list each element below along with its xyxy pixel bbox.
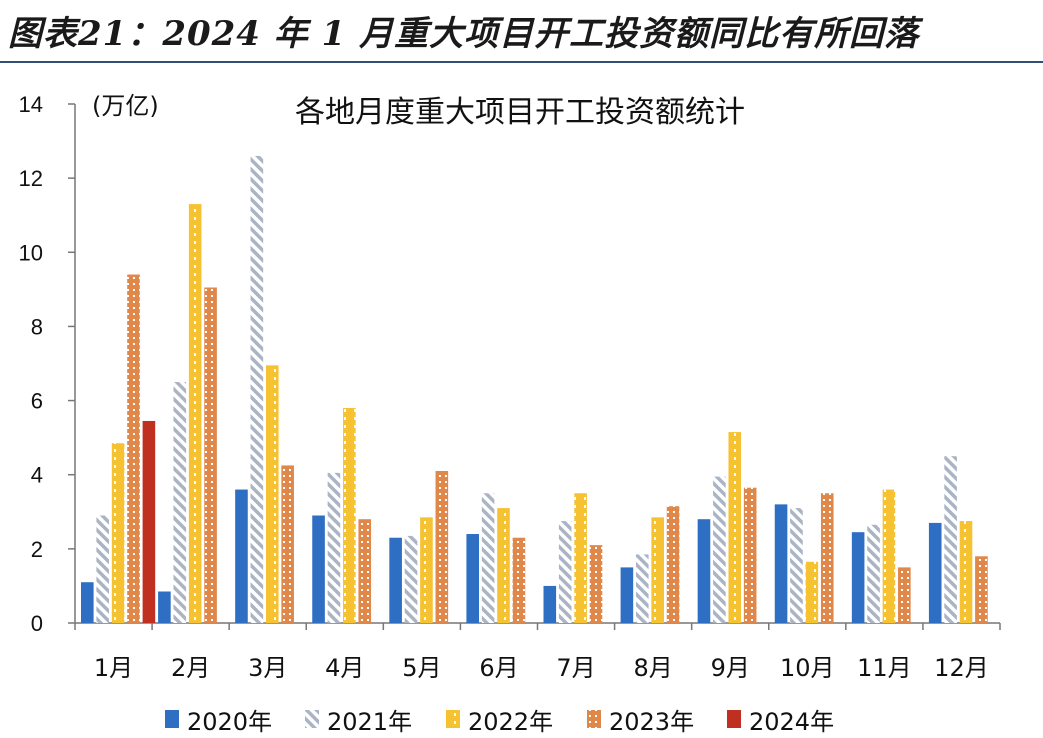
x-category-label: 9月: [711, 654, 750, 682]
y-tick-label: 6: [31, 389, 43, 414]
x-category-label: 11月: [857, 654, 912, 682]
legend-label: 2024年: [749, 708, 834, 736]
bar-2024年-1月: [142, 420, 156, 623]
bar-2020年-3月: [235, 489, 248, 623]
bar-2022年-9月: [728, 432, 742, 623]
bar-2023年-4月: [358, 519, 372, 623]
y-axis: 0 2 4 6 8 10 12 14: [19, 92, 76, 636]
bar-2020年-4月: [312, 515, 325, 623]
y-tick-label: 2: [31, 537, 43, 562]
bar-2021年-9月: [713, 476, 726, 623]
figure-title: 图表21：2024 年 1 月重大项目开工投资额同比有所回落: [8, 14, 920, 54]
bar-2020年-2月: [158, 591, 171, 623]
bar-2020年-5月: [389, 537, 402, 623]
bar-2022年-3月: [265, 365, 279, 623]
bar-2021年-11月: [867, 524, 880, 623]
bar-2022年-7月: [574, 493, 587, 623]
bar-2021年-10月: [790, 508, 803, 623]
bar-2020年-10月: [774, 504, 788, 623]
bar-2023年-3月: [281, 465, 294, 623]
legend-label: 2022年: [468, 708, 553, 736]
bar-2022年-8月: [651, 517, 664, 623]
bar-2020年-9月: [697, 519, 711, 623]
legend-swatch-2023年: [587, 710, 601, 728]
bar-2020年-6月: [466, 534, 480, 623]
bar-2022年-11月: [882, 489, 896, 623]
bar-2021年-5月: [404, 535, 418, 623]
bar-2020年-1月: [81, 582, 94, 623]
bar-2023年-2月: [204, 287, 217, 623]
x-category-label: 1月: [94, 654, 133, 682]
bar-2023年-12月: [975, 556, 988, 623]
bar-2023年-6月: [512, 537, 526, 623]
bar-2022年-12月: [959, 521, 973, 623]
bars: [81, 155, 988, 624]
bar-2021年-12月: [944, 456, 957, 623]
bar-2021年-6月: [481, 493, 495, 623]
bar-2020年-11月: [851, 532, 865, 623]
x-category-label: 2月: [171, 654, 210, 682]
x-axis: 1月 2月 3月 4月 5月 6月 7月 8月 9月 10月 11月 12月: [74, 622, 1001, 682]
x-category-label: 8月: [633, 654, 672, 682]
bar-2021年-1月: [96, 515, 109, 623]
bar-2020年-12月: [928, 522, 942, 623]
bar-2022年-4月: [343, 407, 356, 623]
y-tick-label: 14: [19, 92, 43, 117]
bar-2021年-7月: [558, 521, 572, 623]
legend-label: 2023年: [609, 708, 694, 736]
title-divider: [0, 61, 1043, 63]
legend: 2020年 2021年 2022年 2023年 2024年: [165, 708, 834, 736]
y-tick-label: 0: [31, 611, 43, 636]
bar-2020年-8月: [620, 567, 634, 623]
x-category-label: 6月: [479, 654, 518, 682]
bar-2021年-2月: [173, 382, 187, 623]
chart-title: 各地月度重大项目开工投资额统计: [295, 95, 745, 130]
y-tick-label: 12: [19, 166, 43, 191]
bar-2021年-4月: [327, 472, 341, 623]
x-category-label: 5月: [402, 654, 441, 682]
legend-label: 2021年: [327, 708, 412, 736]
bar-2023年-1月: [127, 274, 140, 623]
bar-2020年-7月: [543, 585, 557, 623]
x-category-label: 10月: [780, 654, 835, 682]
legend-swatch-2020年: [165, 710, 179, 728]
legend-swatch-2024年: [727, 710, 741, 728]
bar-2022年-5月: [420, 517, 433, 623]
bar-2021年-8月: [635, 554, 649, 623]
bar-2023年-8月: [666, 506, 680, 623]
bar-2021年-3月: [250, 155, 264, 623]
bar-2023年-10月: [820, 493, 834, 623]
legend-swatch-2022年: [446, 710, 460, 728]
x-category-label: 4月: [325, 654, 364, 682]
y-axis-unit: (万亿): [92, 92, 159, 120]
bar-2023年-5月: [435, 471, 449, 623]
y-tick-label: 10: [19, 240, 43, 265]
bar-2022年-1月: [111, 443, 125, 623]
x-category-label: 3月: [248, 654, 287, 682]
x-category-label: 12月: [934, 654, 989, 682]
bar-2023年-7月: [589, 545, 603, 623]
y-tick-label: 8: [31, 314, 43, 339]
bar-2022年-10月: [805, 561, 819, 623]
y-tick-label: 4: [31, 463, 43, 488]
bar-2023年-9月: [743, 487, 757, 623]
x-category-label: 7月: [556, 654, 595, 682]
bar-2022年-2月: [188, 204, 202, 624]
legend-swatch-2021年: [305, 710, 319, 728]
bar-2023年-11月: [898, 567, 911, 623]
bar-2022年-6月: [497, 508, 510, 623]
legend-label: 2020年: [187, 708, 272, 736]
